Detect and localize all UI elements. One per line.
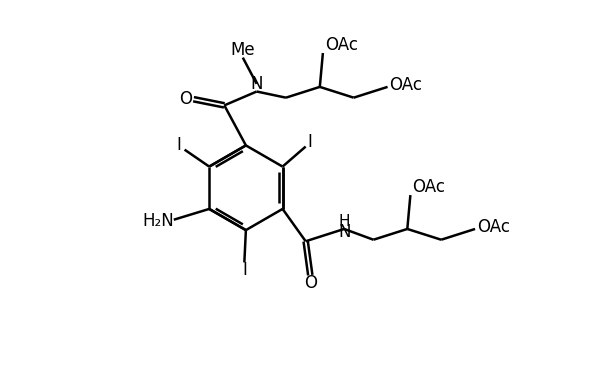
Text: OAc: OAc bbox=[477, 218, 510, 237]
Text: O: O bbox=[304, 274, 317, 292]
Text: OAc: OAc bbox=[390, 76, 422, 94]
Text: O: O bbox=[179, 90, 192, 108]
Text: Me: Me bbox=[231, 41, 255, 59]
Text: I: I bbox=[242, 261, 247, 279]
Text: H: H bbox=[338, 214, 350, 229]
Text: N: N bbox=[338, 223, 351, 241]
Text: I: I bbox=[176, 136, 181, 154]
Text: OAc: OAc bbox=[325, 36, 358, 54]
Text: I: I bbox=[308, 133, 313, 151]
Text: OAc: OAc bbox=[412, 179, 446, 196]
Text: H₂N: H₂N bbox=[143, 212, 174, 230]
Text: N: N bbox=[250, 75, 263, 93]
